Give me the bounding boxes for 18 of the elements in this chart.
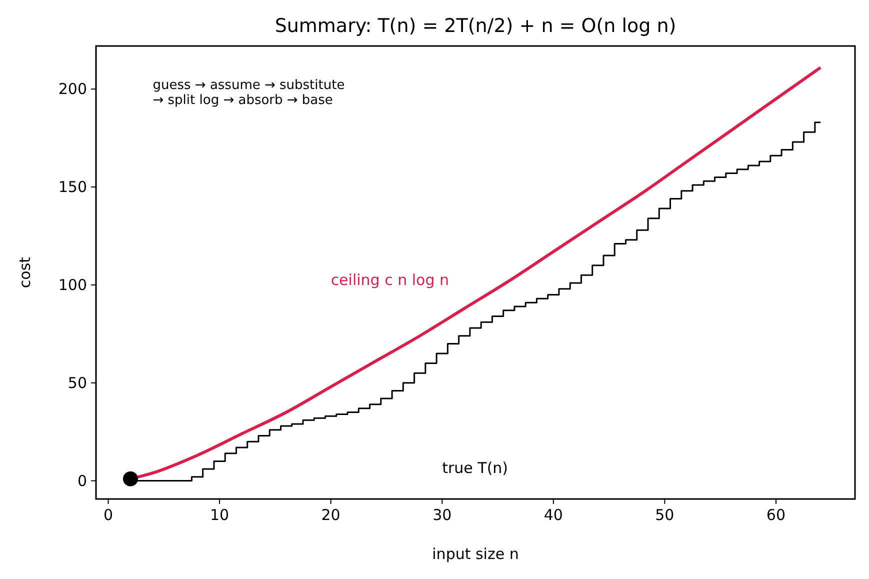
y-tick-label: 0 bbox=[77, 472, 87, 490]
y-axis-title: cost bbox=[16, 256, 34, 288]
x-tick-label: 60 bbox=[766, 506, 786, 524]
text: true T(n) bbox=[442, 458, 508, 477]
x-tick-label: 0 bbox=[103, 506, 114, 524]
y-tick-label: 150 bbox=[58, 178, 87, 196]
x-tick-label: 20 bbox=[321, 506, 340, 524]
annotation: guess → assume → substitute → split log → absorb → base bbox=[152, 78, 345, 108]
series-label: ceiling c n log n bbox=[330, 270, 450, 289]
x-tick-label: 30 bbox=[432, 506, 452, 524]
x-tick-label: 40 bbox=[544, 506, 563, 524]
x-tick-label: 10 bbox=[210, 506, 230, 524]
y-tick-label: 50 bbox=[68, 374, 87, 392]
y-tick-label: 200 bbox=[58, 80, 87, 98]
x-axis-title: input size n bbox=[432, 545, 519, 563]
x-tick-label: 50 bbox=[655, 506, 674, 524]
y-tick-label: 100 bbox=[58, 276, 87, 294]
chart-title: Summary: T(n) = 2T(n/2) + n = O(n log n) bbox=[274, 15, 676, 37]
